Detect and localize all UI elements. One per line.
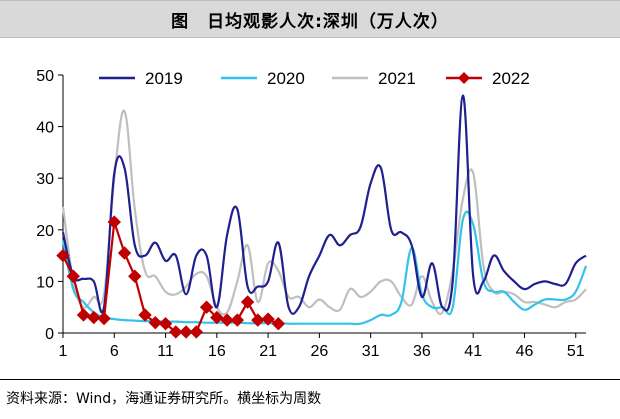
- legend: 2019 2020 2021 2022: [99, 69, 530, 88]
- footer-divider: [0, 379, 620, 380]
- data-point-2022: [87, 310, 101, 325]
- x-tick-label: 11: [157, 343, 174, 360]
- source-note: 资料来源：Wind，海通证券研究所。横坐标为周数: [6, 391, 322, 407]
- data-point-2022: [76, 308, 91, 322]
- x-tick-label: 16: [208, 343, 226, 360]
- legend-label-2019: 2019: [145, 69, 183, 88]
- data-point-2022: [179, 325, 193, 339]
- data-point-2022: [107, 215, 121, 229]
- x-tick-label: 6: [110, 343, 119, 360]
- series-layer: [56, 94, 588, 339]
- x-tick-label: 21: [259, 343, 277, 360]
- data-point-2022: [251, 313, 265, 327]
- series-line-2020: [61, 210, 588, 326]
- data-point-2022: [148, 315, 163, 330]
- y-tick-label: 20: [36, 223, 54, 240]
- data-point-2022: [271, 317, 286, 331]
- y-tick-label: 0: [45, 326, 54, 343]
- data-point-2022: [169, 325, 183, 339]
- data-point-2022: [210, 310, 224, 325]
- data-point-2022: [117, 246, 132, 260]
- legend-label-2022: 2022: [492, 69, 530, 88]
- data-point-2022: [56, 248, 70, 263]
- data-point-2022: [128, 269, 142, 283]
- data-point-2022: [261, 312, 275, 326]
- x-tick-label: 41: [464, 343, 482, 360]
- data-point-2022: [138, 308, 152, 322]
- x-tick-label: 31: [362, 343, 380, 360]
- legend-label-2020: 2020: [267, 69, 305, 88]
- y-tick-label: 50: [36, 68, 54, 85]
- data-point-2022: [158, 317, 173, 331]
- x-tick-label: 26: [310, 343, 328, 360]
- data-point-2022: [240, 295, 255, 309]
- chart-title: 图 日均观影人次:深圳（万人次）: [0, 0, 620, 38]
- y-tick-label: 10: [36, 274, 54, 291]
- x-tick-label: 51: [567, 343, 585, 360]
- x-tick-label: 46: [516, 343, 534, 360]
- y-tick-label: 30: [36, 171, 54, 188]
- x-tick-label: 1: [59, 343, 68, 360]
- legend-marker-2022: [458, 72, 470, 84]
- data-point-2022: [199, 300, 214, 314]
- data-point-2022: [220, 313, 234, 327]
- legend-label-2021: 2021: [378, 69, 416, 88]
- y-tick-label: 40: [36, 120, 54, 137]
- series-line-2021: [61, 109, 587, 316]
- data-point-2022: [189, 325, 204, 339]
- x-tick-label: 36: [413, 343, 431, 360]
- data-point-2022: [230, 313, 245, 327]
- data-point-2022: [97, 311, 111, 326]
- series-line-2019: [61, 94, 587, 315]
- data-point-2022: [66, 269, 80, 283]
